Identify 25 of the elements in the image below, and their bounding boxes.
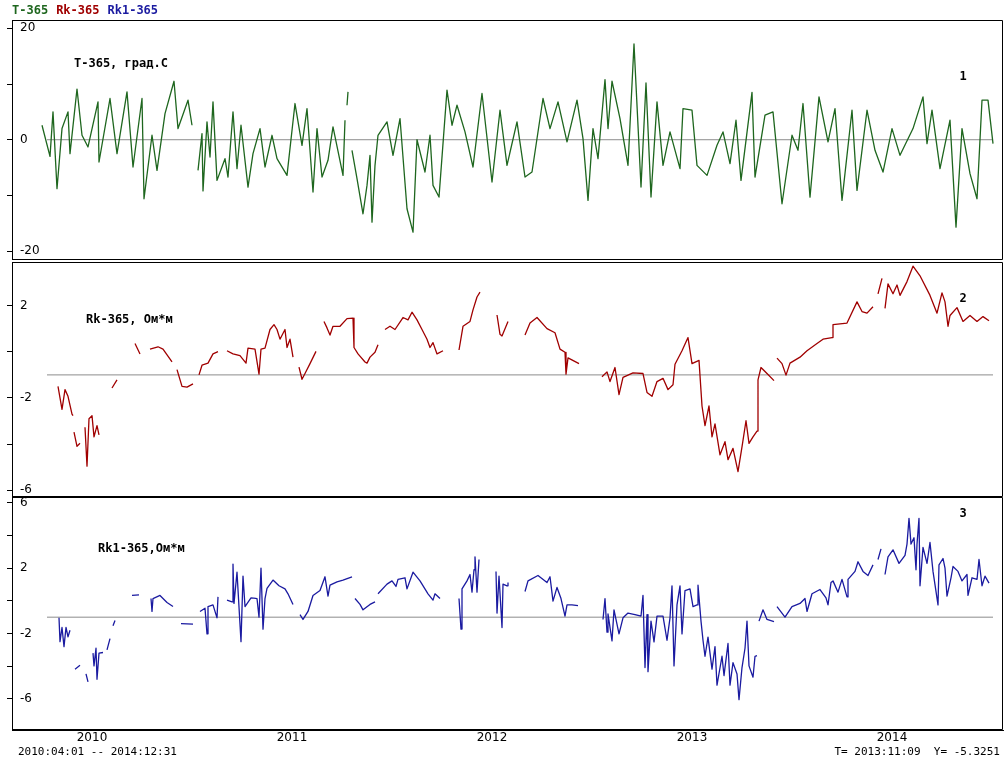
text: T-365 [12, 3, 49, 17]
text: T= 2013:11:09 Y= -5.3251 [834, 745, 1000, 758]
text: Rk1-365 [107, 3, 159, 17]
x-tick-label: 2014 [876, 730, 908, 745]
y-tick-label: 2 [20, 560, 28, 575]
x-tick-label: 2010 [76, 730, 108, 745]
y-tick-label: -6 [20, 482, 32, 497]
y-tick-label: 0 [20, 131, 28, 146]
annotation: 2 [959, 291, 967, 306]
x-tick-label: 2013 [676, 730, 708, 745]
text: Rk-365, Ом*м [86, 312, 173, 327]
y-tick-label: -2 [20, 625, 32, 640]
x-tick-label: 2011 [276, 730, 308, 745]
y-tick-label: 2 [20, 297, 28, 312]
y-tick-label: 20 [20, 20, 36, 35]
x-tick-label: 2012 [476, 730, 508, 745]
y-tick-label: -6 [20, 691, 32, 706]
text: T-365, град.С [74, 56, 168, 71]
text: Rk-365 [56, 3, 100, 17]
text: Rk1-365,Ом*м [98, 541, 185, 556]
y-tick-label: -2 [20, 390, 32, 405]
y-tick-label: -20 [20, 243, 40, 258]
text: 2010:04:01 -- 2014:12:31 [18, 745, 177, 758]
annotation: 3 [959, 506, 967, 521]
annotation: 1 [959, 69, 967, 84]
